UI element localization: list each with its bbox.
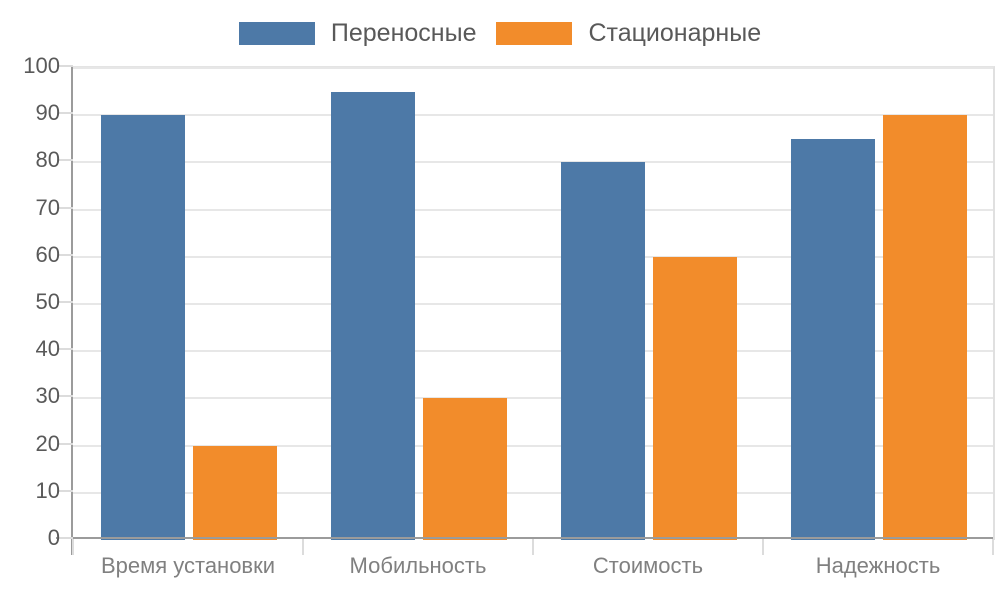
gridline [73, 303, 993, 305]
y-tick-mark [57, 159, 73, 162]
y-tick-mark [57, 537, 73, 539]
y-tick-mark [57, 253, 73, 256]
bar-Переносные-Время установки [101, 115, 185, 540]
gridline [73, 67, 993, 69]
x-tick-mark [72, 539, 74, 555]
y-axis-line [71, 66, 73, 555]
x-axis-line [56, 537, 993, 539]
gridline [73, 397, 993, 400]
bar-Стационарные-Мобильность [423, 398, 507, 540]
legend-item-perenosnye: Переносные [238, 18, 477, 47]
y-axis-label: 0 [47, 525, 60, 550]
y-tick-mark [57, 65, 73, 67]
legend-swatch-orange [496, 21, 573, 45]
chart-legend: Переносные Стационарные [0, 14, 1000, 52]
gridline [73, 444, 993, 447]
y-axis-label: 70 [35, 194, 60, 220]
gridline [73, 208, 993, 211]
y-axis-label: 40 [35, 336, 60, 362]
x-axis-label: Надежность [815, 553, 941, 578]
plot-area [73, 66, 995, 540]
bar-Переносные-Мобильность [331, 91, 415, 540]
gridline [73, 491, 993, 494]
gridline [73, 114, 993, 117]
y-axis-label: 10 [35, 477, 60, 503]
legend-swatch-blue [238, 21, 315, 45]
y-axis-label: 60 [35, 241, 60, 267]
x-tick-mark [532, 539, 534, 555]
y-tick-mark [57, 489, 73, 492]
y-tick-mark [57, 348, 73, 351]
bar-Переносные-Стоимость [561, 162, 645, 540]
y-axis-label: 20 [35, 430, 60, 456]
legend-item-stacionarnye: Стационарные [496, 18, 762, 47]
gridline [73, 350, 993, 353]
x-axis-label: Мобильность [349, 553, 487, 578]
legend-label: Переносные [330, 18, 477, 47]
y-tick-mark [57, 442, 73, 445]
y-axis-label: 30 [35, 383, 60, 409]
bar-Переносные-Надежность [791, 138, 875, 540]
y-tick-mark [57, 206, 73, 209]
y-tick-mark [57, 301, 73, 303]
gridline [73, 255, 993, 258]
x-tick-mark [762, 539, 764, 555]
y-tick-mark [57, 395, 73, 398]
y-axis-label: 100 [23, 53, 60, 78]
bar-Стационарные-Стоимость [653, 256, 737, 540]
bar-Стационарные-Время установки [193, 445, 277, 540]
x-tick-mark [302, 539, 304, 555]
x-axis-label: Время установки [100, 553, 276, 578]
y-tick-mark [57, 112, 73, 115]
x-axis-label: Стоимость [592, 553, 704, 578]
y-axis-label: 90 [35, 100, 60, 126]
y-axis-label: 50 [35, 289, 60, 314]
x-tick-mark [992, 539, 994, 555]
y-axis-label: 80 [35, 147, 60, 173]
legend-label: Стационарные [588, 18, 762, 47]
gridline [73, 161, 993, 164]
bar-Стационарные-Надежность [883, 115, 967, 540]
